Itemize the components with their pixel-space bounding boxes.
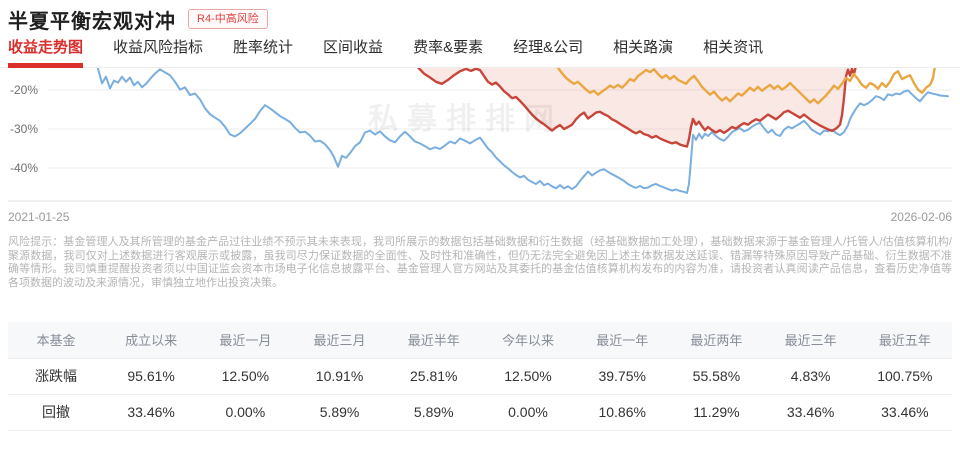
tab-fees-elements[interactable]: 费率&要素 <box>413 39 484 56</box>
returns-since-inception: 95.61% <box>104 357 199 394</box>
returns-5y: 100.75% <box>857 357 952 394</box>
drawdown-ytd: 0.00% <box>480 393 576 431</box>
col-header-5y: 最近五年 <box>857 322 952 358</box>
performance-chart: -20% -30% -40% 私募排排网 2021-01-25 2026-02-… <box>0 68 960 224</box>
tab-win-rate-stats[interactable]: 胜率统计 <box>233 39 294 56</box>
returns-6m: 25.81% <box>386 357 481 394</box>
drawdown-3m: 5.89% <box>292 393 387 431</box>
col-header-6m: 最近半年 <box>386 322 481 358</box>
tab-risk-indicators[interactable]: 收益风险指标 <box>113 39 204 56</box>
col-header-since-inception: 成立以来 <box>104 322 199 358</box>
returns-2y: 55.58% <box>669 357 764 394</box>
tab-related-roadshows[interactable]: 相关路演 <box>613 39 674 56</box>
returns-1y: 39.75% <box>575 357 670 394</box>
col-header-fund: 本基金 <box>8 322 104 358</box>
col-header-3m: 最近三月 <box>292 322 387 358</box>
x-axis-start-date: 2021-01-25 <box>8 210 70 224</box>
returns-3m: 10.91% <box>292 357 387 394</box>
table-header-row: 本基金 成立以来 最近一月 最近三月 最近半年 今年以来 最近一年 最近两年 最… <box>8 322 952 358</box>
tab-bar: 收益走势图 收益风险指标 胜率统计 区间收益 费率&要素 经理&公司 相关路演 … <box>0 38 960 68</box>
drawdown-since-inception: 33.46% <box>104 393 199 431</box>
drawdown-3y: 33.46% <box>763 393 858 431</box>
benchmark-line-red <box>416 68 857 148</box>
red-drawdown-fill <box>418 68 856 147</box>
page-title: 半夏平衡宏观对冲 <box>8 10 176 33</box>
drawdown-2y: 11.29% <box>669 393 764 431</box>
drawdown-5y: 33.46% <box>857 393 952 431</box>
tab-interval-returns[interactable]: 区间收益 <box>323 39 384 56</box>
fund-line-blue <box>97 68 949 194</box>
drawdown-1m: 0.00% <box>198 393 293 431</box>
performance-chart-svg: -20% -30% -40% <box>8 68 952 202</box>
returns-3y: 4.83% <box>763 357 858 394</box>
col-header-2y: 最近两年 <box>669 322 764 358</box>
y-tick-20: -20% <box>10 83 38 97</box>
x-axis-end-date: 2026-02-06 <box>890 210 952 224</box>
risk-disclaimer-text: 风险提示：基金管理人及其所管理的基金产品过往业绩不预示其未来表现，我司所展示的数… <box>8 236 952 289</box>
risk-level-badge: R4-中高风险 <box>188 9 268 29</box>
benchmark-line-orange <box>556 68 936 105</box>
returns-table: 本基金 成立以来 最近一月 最近三月 最近半年 今年以来 最近一年 最近两年 最… <box>8 322 952 431</box>
row-label-drawdown: 回撤 <box>8 393 104 431</box>
y-tick-30: -30% <box>10 122 38 136</box>
drawdown-6m: 5.89% <box>386 393 481 431</box>
tab-related-news[interactable]: 相关资讯 <box>703 39 764 56</box>
fund-header: 半夏平衡宏观对冲 R4-中高风险 <box>0 0 960 33</box>
table-row-returns: 涨跌幅 95.61% 12.50% 10.91% 25.81% 12.50% 3… <box>8 357 952 394</box>
returns-ytd: 12.50% <box>480 357 576 394</box>
col-header-1y: 最近一年 <box>575 322 670 358</box>
returns-1m: 12.50% <box>198 357 293 394</box>
table-row-drawdown: 回撤 33.46% 0.00% 5.89% 5.89% 0.00% 10.86%… <box>8 393 952 431</box>
tab-performance-chart[interactable]: 收益走势图 <box>8 38 84 68</box>
col-header-3y: 最近三年 <box>763 322 858 358</box>
col-header-ytd: 今年以来 <box>480 322 576 358</box>
y-tick-40: -40% <box>10 161 38 175</box>
tab-manager-company[interactable]: 经理&公司 <box>513 39 584 56</box>
row-label-returns: 涨跌幅 <box>8 357 104 394</box>
col-header-1m: 最近一月 <box>198 322 293 358</box>
drawdown-1y: 10.86% <box>575 393 670 431</box>
